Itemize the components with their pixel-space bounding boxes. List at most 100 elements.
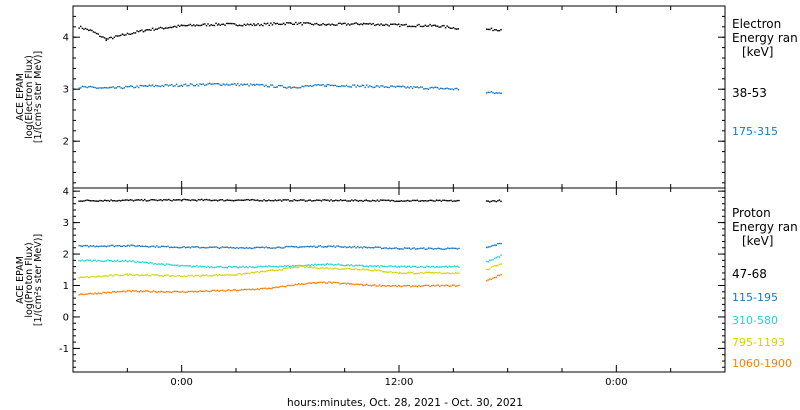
data-point	[115, 274, 117, 276]
data-point	[455, 272, 457, 274]
data-point	[458, 284, 460, 287]
data-point	[121, 260, 124, 262]
data-point	[151, 273, 153, 276]
data-point	[215, 199, 217, 201]
data-point	[170, 264, 172, 266]
data-point	[208, 246, 211, 248]
data-point	[415, 272, 417, 275]
data-point	[210, 83, 212, 85]
data-point	[282, 22, 285, 25]
data-point	[146, 290, 148, 292]
data-point	[180, 265, 182, 267]
data-point	[89, 85, 92, 88]
data-point	[434, 248, 436, 250]
data-point	[261, 270, 264, 272]
data-point	[405, 87, 407, 89]
data-point	[360, 283, 362, 285]
data-point	[497, 274, 499, 277]
legend-item-47-68: 47-68	[732, 267, 767, 281]
data-point	[88, 276, 90, 279]
data-point	[167, 291, 169, 293]
data-point	[399, 285, 401, 287]
data-point	[448, 88, 450, 90]
data-point	[350, 283, 353, 285]
data-point	[336, 245, 338, 247]
data-point	[121, 33, 124, 35]
data-point	[84, 199, 87, 202]
data-point	[427, 284, 430, 287]
data-point	[442, 248, 444, 250]
data-point	[386, 24, 389, 26]
data-point	[268, 265, 270, 267]
data-point	[309, 266, 311, 268]
data-point	[128, 85, 130, 88]
data-point	[288, 267, 290, 269]
data-point	[265, 23, 267, 25]
data-point	[369, 265, 371, 267]
data-point	[165, 274, 168, 276]
data-point	[427, 247, 430, 249]
data-point	[403, 86, 406, 88]
data-point	[372, 86, 374, 89]
electron-legend-title: Electron	[732, 17, 781, 31]
data-point	[188, 274, 190, 277]
data-point	[498, 30, 501, 32]
data-point	[393, 85, 395, 88]
data-point	[297, 266, 300, 269]
data-point	[252, 247, 254, 250]
data-point	[105, 275, 108, 277]
data-point	[245, 288, 248, 291]
data-point	[331, 84, 333, 86]
data-point	[135, 245, 137, 248]
data-point	[102, 275, 104, 277]
data-point	[83, 276, 85, 278]
data-point	[81, 27, 84, 30]
data-point	[80, 260, 82, 262]
data-point	[108, 36, 111, 39]
data-point	[423, 247, 425, 249]
data-point	[498, 242, 501, 245]
data-point	[229, 84, 231, 86]
data-point	[402, 248, 404, 250]
data-point	[418, 272, 420, 275]
data-point	[282, 265, 284, 268]
data-point	[298, 264, 300, 267]
data-point	[169, 26, 171, 29]
data-point	[262, 84, 264, 86]
data-point	[100, 87, 103, 89]
data-point	[80, 276, 82, 278]
data-point	[358, 269, 361, 271]
data-point	[285, 199, 288, 201]
data-point	[84, 27, 87, 30]
data-point	[204, 199, 206, 201]
data-point	[305, 265, 308, 268]
data-point	[126, 245, 128, 247]
proton-series-310-580	[78, 254, 502, 269]
data-point	[419, 200, 422, 202]
data-point	[136, 260, 139, 263]
data-point	[232, 22, 234, 25]
data-point	[92, 200, 95, 202]
data-point	[315, 264, 318, 266]
data-point	[344, 282, 346, 284]
data-point	[400, 265, 403, 267]
data-point	[148, 262, 150, 264]
data-point	[455, 265, 457, 268]
proton-ytick-label: 1	[63, 281, 69, 292]
data-point	[287, 22, 290, 24]
data-point	[302, 246, 304, 248]
data-point	[345, 246, 348, 249]
data-point	[151, 291, 153, 293]
data-point	[448, 272, 451, 274]
data-point	[157, 246, 160, 248]
data-point	[89, 259, 92, 261]
data-point	[386, 285, 389, 287]
data-point	[276, 246, 278, 248]
data-point	[212, 275, 214, 277]
data-point	[173, 275, 176, 277]
data-point	[436, 25, 439, 27]
data-point	[189, 23, 192, 26]
data-point	[451, 272, 454, 274]
data-point	[88, 293, 90, 295]
data-point	[307, 85, 310, 87]
